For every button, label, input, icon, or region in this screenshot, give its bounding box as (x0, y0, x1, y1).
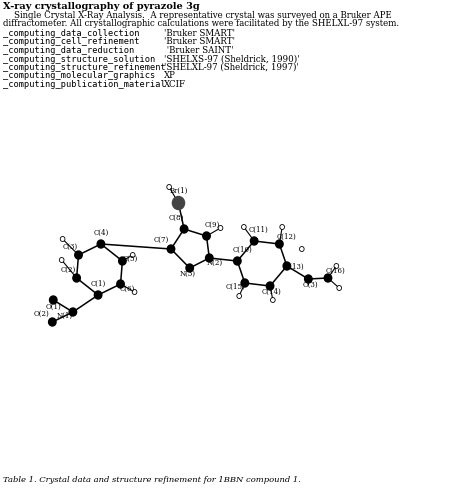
Text: N(2): N(2) (207, 259, 223, 267)
Circle shape (186, 264, 193, 272)
Circle shape (118, 257, 126, 265)
Text: C(9): C(9) (204, 221, 220, 229)
Circle shape (167, 184, 172, 189)
Text: _computing_publication_material: _computing_publication_material (3, 80, 165, 89)
Text: C(4): C(4) (93, 229, 109, 237)
Text: O(2): O(2) (33, 310, 49, 318)
Text: C(2): C(2) (61, 266, 76, 274)
Text: _computing_structure_solution: _computing_structure_solution (3, 55, 155, 63)
Circle shape (271, 298, 275, 303)
Circle shape (203, 232, 210, 240)
Text: C(10): C(10) (232, 246, 252, 254)
Circle shape (283, 262, 291, 270)
Text: 'SHELXL-97 (Sheldrick, 1997)': 'SHELXL-97 (Sheldrick, 1997)' (164, 63, 299, 72)
Text: O(3): O(3) (302, 281, 318, 289)
Text: XCIF: XCIF (164, 80, 185, 89)
Circle shape (94, 291, 102, 299)
Circle shape (173, 196, 184, 210)
Circle shape (75, 251, 82, 259)
Text: X-ray crystallography of pyrazole 3g: X-ray crystallography of pyrazole 3g (3, 2, 200, 11)
Text: 'Bruker SMART': 'Bruker SMART' (164, 29, 235, 38)
Circle shape (180, 225, 188, 233)
Text: C(5): C(5) (122, 255, 137, 263)
Text: C(8): C(8) (169, 214, 184, 222)
Text: O(1): O(1) (46, 303, 61, 311)
Text: _computing_molecular_graphics: _computing_molecular_graphics (3, 71, 155, 81)
Text: _computing_cell_refinement: _computing_cell_refinement (3, 37, 139, 47)
Circle shape (49, 296, 57, 304)
Circle shape (276, 240, 283, 248)
Circle shape (280, 224, 284, 229)
Text: C(14): C(14) (262, 288, 282, 296)
Text: _computing_data_reduction: _computing_data_reduction (3, 46, 134, 55)
Text: C(3): C(3) (63, 243, 78, 251)
Circle shape (60, 237, 65, 242)
Circle shape (97, 240, 105, 248)
Circle shape (206, 254, 213, 262)
Circle shape (305, 275, 312, 283)
Text: Table 1. Crystal data and structure refinement for 1BBN compound 1.: Table 1. Crystal data and structure refi… (3, 476, 301, 484)
Circle shape (334, 264, 339, 269)
Text: C(16): C(16) (326, 267, 346, 275)
Text: Br(1): Br(1) (169, 187, 188, 195)
Circle shape (242, 224, 246, 229)
Text: diffractometer. All crystallographic calculations were facilitated by the SHELXL: diffractometer. All crystallographic cal… (3, 20, 399, 29)
Circle shape (237, 294, 242, 299)
Circle shape (167, 245, 175, 253)
Circle shape (218, 225, 223, 230)
Circle shape (241, 279, 248, 287)
Text: C(15): C(15) (226, 283, 246, 291)
Text: C(7): C(7) (154, 236, 169, 244)
Text: N(3): N(3) (180, 270, 196, 278)
Circle shape (337, 285, 342, 290)
Text: _computing_structure_refinement: _computing_structure_refinement (3, 63, 165, 72)
Text: C(13): C(13) (284, 263, 304, 271)
Circle shape (49, 318, 56, 326)
Circle shape (117, 280, 124, 288)
Circle shape (250, 237, 258, 245)
Circle shape (266, 282, 274, 290)
Text: C(6): C(6) (119, 285, 135, 293)
Text: C(1): C(1) (91, 280, 106, 288)
Text: C(12): C(12) (277, 233, 297, 241)
Circle shape (73, 274, 81, 282)
Text: 'Bruker SMART': 'Bruker SMART' (164, 37, 235, 47)
Circle shape (130, 252, 135, 257)
Text: N(1): N(1) (56, 312, 73, 320)
Text: XP: XP (164, 71, 175, 81)
Circle shape (59, 257, 64, 263)
Text: _computing_data_collection: _computing_data_collection (3, 29, 139, 38)
Circle shape (324, 274, 332, 282)
Circle shape (132, 289, 137, 295)
Circle shape (69, 308, 77, 316)
Text: 'SHELXS-97 (Sheldrick, 1990)': 'SHELXS-97 (Sheldrick, 1990)' (164, 55, 299, 63)
Text: Single Crystal X-Ray Analysis.  A representative crystal was surveyed on a Bruke: Single Crystal X-Ray Analysis. A represe… (3, 11, 392, 20)
Circle shape (234, 257, 241, 265)
Circle shape (300, 246, 304, 251)
Text: 'Bruker SAINT': 'Bruker SAINT' (164, 46, 233, 55)
Text: C(11): C(11) (249, 226, 269, 234)
